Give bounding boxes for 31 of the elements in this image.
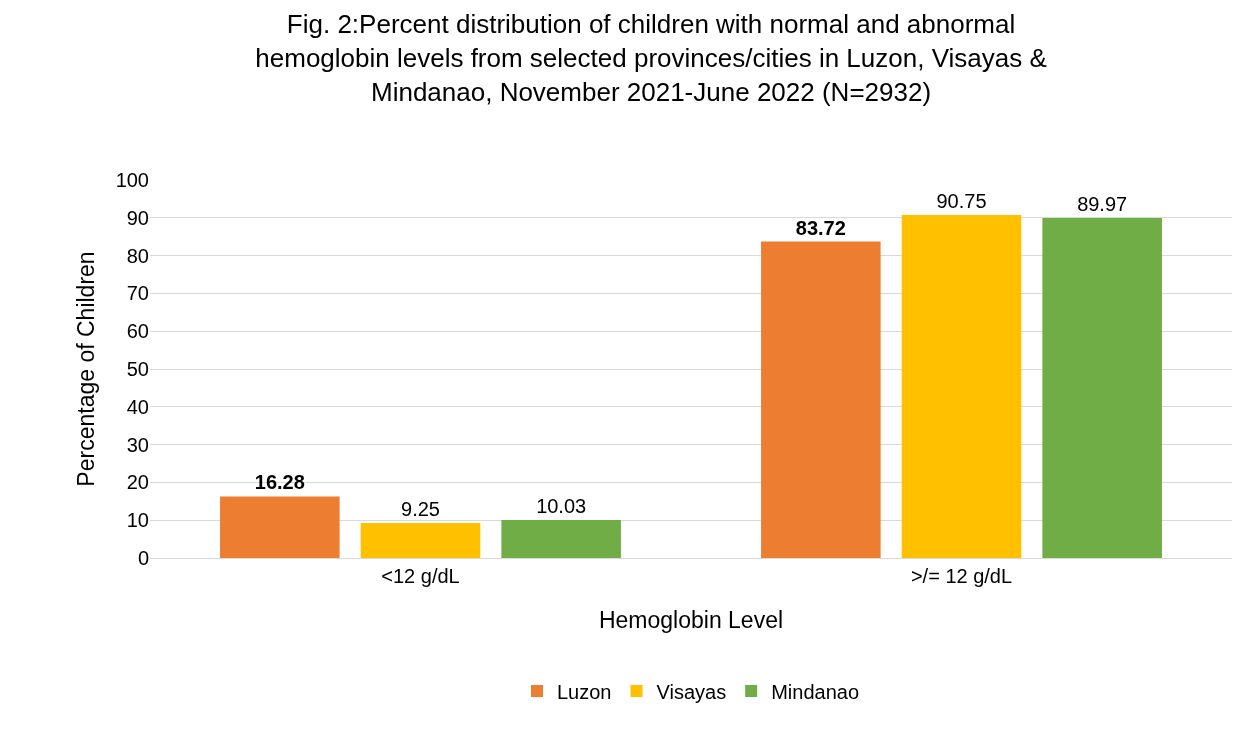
y-tick-label: 60 xyxy=(126,320,149,343)
y-tick-label: 90 xyxy=(126,206,149,229)
data-label: 90.75 xyxy=(936,189,987,212)
bar xyxy=(901,214,1022,558)
x-tick-label: >/= 12 g/dL xyxy=(910,565,1013,587)
y-axis-title: Percentage of Children xyxy=(73,251,99,487)
x-axis-title: Hemoglobin Level xyxy=(598,606,784,633)
bar xyxy=(1042,217,1162,558)
bar xyxy=(360,523,481,558)
y-tick-label: 70 xyxy=(126,282,149,305)
legend-label: Mindanao xyxy=(771,680,860,703)
data-label: 83.72 xyxy=(795,216,846,239)
bar xyxy=(220,496,340,558)
y-tick-label: 20 xyxy=(126,471,149,494)
data-label: 16.28 xyxy=(254,471,305,494)
data-label: 89.97 xyxy=(1077,192,1128,215)
data-label: 10.03 xyxy=(536,495,587,518)
y-tick-label: 0 xyxy=(137,547,149,569)
legend-label: Luzon xyxy=(557,680,612,703)
y-tick-label: 30 xyxy=(126,433,149,456)
data-label: 9.25 xyxy=(401,498,440,521)
y-tick-label: 50 xyxy=(126,358,149,380)
legend-label: Visayas xyxy=(656,680,727,703)
y-tick-label: 100 xyxy=(115,169,149,191)
chart-title: Fig. 2:Percent distribution of children with normal and abnormal hemoglobin levels from selected provinces/cities in Luzon, Visayas & Mindanao, November 2021-June 2022 (N=2932) xyxy=(255,9,1047,108)
y-tick-label: 40 xyxy=(126,395,149,418)
y-tick-label: 80 xyxy=(126,244,149,267)
y-tick-label: 10 xyxy=(126,509,149,532)
bar xyxy=(501,520,621,558)
bar xyxy=(761,241,881,558)
x-tick-label: <12 g/dL xyxy=(381,565,460,587)
